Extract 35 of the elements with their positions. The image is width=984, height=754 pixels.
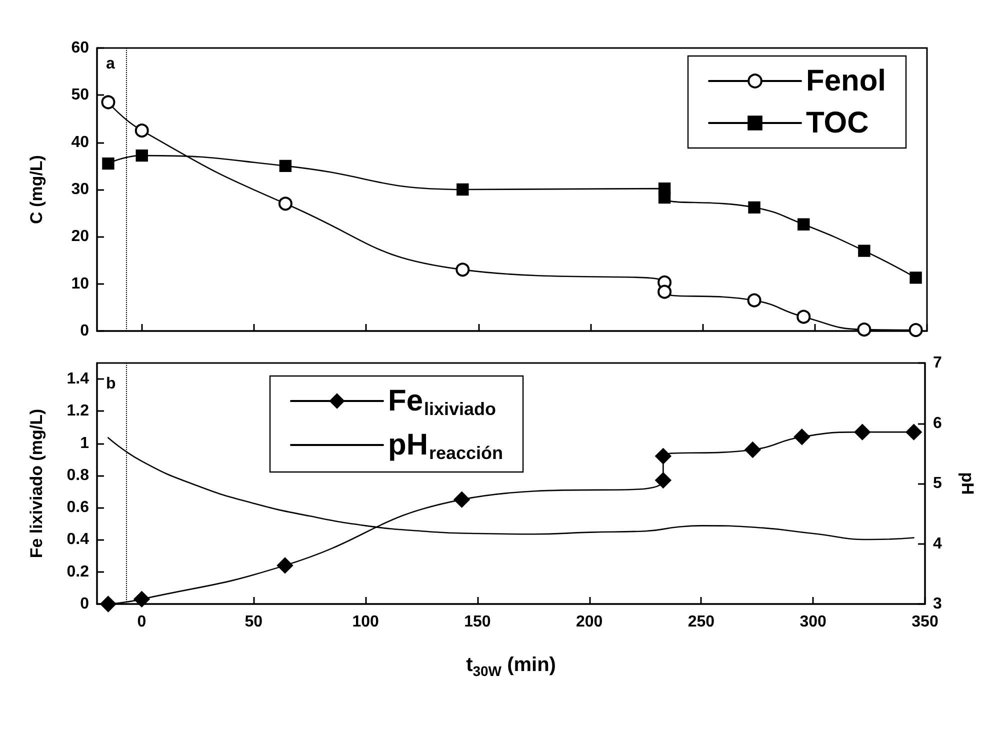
y2-axis-title: pH bbox=[958, 472, 977, 495]
y-axis-title: Fe lixiviado (mg/L) bbox=[27, 408, 46, 558]
legend-label: Fenol bbox=[806, 64, 886, 98]
x-tick-label: 50 bbox=[244, 614, 263, 630]
y-tick-label: 60 bbox=[71, 40, 90, 56]
y-tick-label: 1 bbox=[80, 434, 90, 452]
y-axis-title: C (mg/L) bbox=[27, 155, 46, 224]
annotation: b bbox=[106, 376, 116, 392]
annotation: a bbox=[106, 56, 115, 72]
x-tick-label: 150 bbox=[464, 614, 491, 630]
y-tick-label: 0.6 bbox=[66, 499, 90, 516]
y-tick-label: 30 bbox=[71, 181, 90, 198]
y-tick-label: 20 bbox=[71, 228, 90, 246]
x-tick-label: 200 bbox=[576, 614, 603, 630]
x-tick-label: 0 bbox=[137, 614, 146, 630]
x-tick-label: 250 bbox=[688, 614, 715, 630]
x-tick-label: 100 bbox=[352, 614, 379, 630]
y-tick-label: 0.4 bbox=[66, 531, 90, 548]
y2-tick-label: 4 bbox=[933, 535, 942, 552]
y-tick-label: 1.4 bbox=[66, 370, 90, 388]
y-tick-label: 50 bbox=[71, 86, 90, 104]
y-tick-label: 0.2 bbox=[66, 563, 90, 580]
y-tick-label: 1.2 bbox=[66, 402, 90, 420]
y2-tick-label: 6 bbox=[933, 414, 942, 432]
y-tick-label: 0.8 bbox=[66, 466, 90, 484]
y-tick-label: 40 bbox=[71, 134, 90, 151]
y2-tick-label: 5 bbox=[933, 475, 942, 492]
x-tick-label: 350 bbox=[912, 614, 938, 630]
legend-label: TOC bbox=[806, 106, 869, 140]
y-tick-label: 0 bbox=[80, 596, 90, 612]
y-tick-label: 10 bbox=[71, 275, 90, 292]
x-tick-label: 300 bbox=[800, 614, 827, 630]
y2-tick-label: 3 bbox=[933, 596, 942, 612]
y-tick-label: 0 bbox=[80, 322, 90, 340]
y2-tick-label: 7 bbox=[933, 354, 942, 372]
